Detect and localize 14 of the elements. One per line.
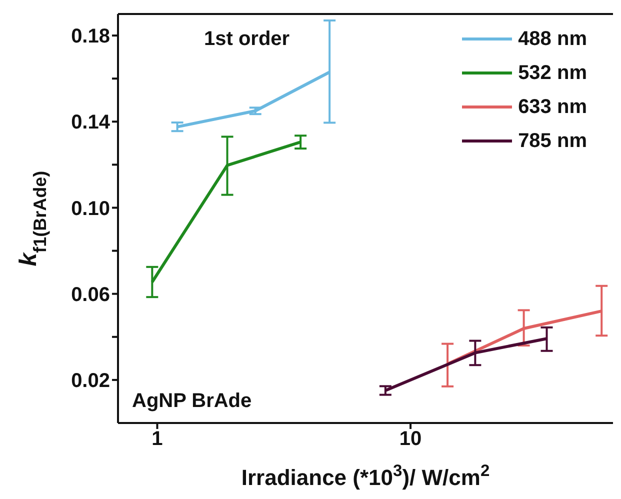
y-tick-label: 0.02	[71, 370, 110, 392]
legend-label: 488 nm	[518, 27, 587, 52]
legend-label: 785 nm	[518, 129, 587, 154]
y-tick-label: 0.18	[71, 26, 110, 48]
x-tick-label: 10	[399, 428, 422, 450]
y-tick-label: 0.06	[71, 284, 110, 306]
annotation: AgNP BrAde	[132, 390, 252, 413]
x-tick-label: 1	[152, 428, 163, 450]
annotation: 1st order	[204, 28, 290, 51]
y-tick-label: 0.14	[71, 112, 111, 134]
x-axis-title: Irradiance (*10$^{3}$)/ W/cm$^{2}$	[241, 462, 490, 490]
y-tick-label: 0.10	[71, 198, 110, 220]
legend-label: 633 nm	[518, 95, 587, 120]
legend-label: 532 nm	[518, 61, 587, 86]
